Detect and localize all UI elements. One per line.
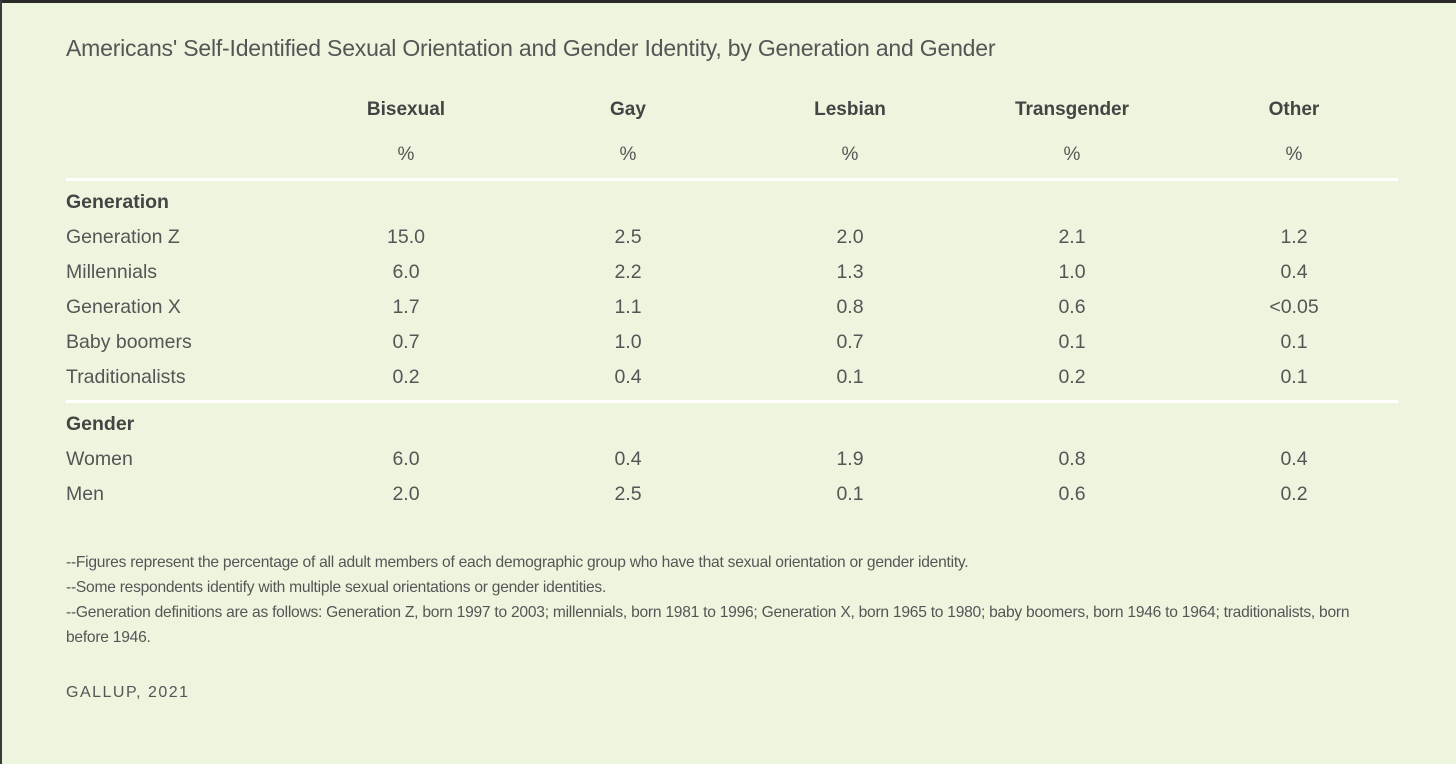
table-cell: 0.6	[1058, 296, 1086, 318]
footnote: --Figures represent the percentage of al…	[66, 554, 969, 571]
divider	[66, 400, 1398, 403]
row-label: Generation Z	[66, 226, 180, 248]
table-cell: 0.4	[1280, 448, 1308, 470]
row-label: Traditionalists	[66, 366, 186, 388]
row-label: Millennials	[66, 261, 158, 283]
row-label: Generation X	[66, 296, 181, 318]
column-unit: %	[1063, 144, 1081, 165]
column-header: Other	[1268, 99, 1320, 120]
table-cell: 0.8	[836, 296, 864, 318]
table-cell: 0.7	[392, 331, 420, 353]
table-cell: 1.1	[614, 296, 642, 318]
table-cell: 0.1	[836, 366, 864, 388]
source-credit: GALLUP, 2021	[66, 684, 190, 701]
column-unit: %	[397, 144, 415, 165]
table-cell: 1.3	[836, 261, 864, 283]
table-cell: 0.2	[1280, 483, 1308, 505]
table-cell: 0.1	[1280, 366, 1308, 388]
column-unit: %	[841, 144, 859, 165]
table-title: Americans' Self-Identified Sexual Orient…	[66, 35, 996, 61]
table-cell: 0.4	[614, 448, 642, 470]
table-cell: 2.2	[614, 261, 642, 283]
table-cell: 0.2	[392, 366, 420, 388]
row-label: Men	[66, 483, 104, 505]
table-cell: 1.7	[392, 296, 420, 318]
group-heading: Gender	[66, 413, 135, 435]
table-cell: 1.0	[614, 331, 642, 353]
group-heading: Generation	[66, 191, 169, 213]
table-cell: 2.5	[614, 226, 642, 248]
column-header: Bisexual	[366, 99, 446, 120]
table-cell: 2.1	[1058, 226, 1086, 248]
column-header: Transgender	[1014, 99, 1130, 120]
table-cell: 0.6	[1058, 483, 1086, 505]
table-cell: 15.0	[387, 226, 425, 248]
table-cell: 2.5	[614, 483, 642, 505]
footnote: --Some respondents identify with multipl…	[66, 579, 607, 596]
table-cell: 0.8	[1058, 448, 1086, 470]
table-cell: 6.0	[392, 448, 420, 470]
table-cell: 2.0	[392, 483, 420, 505]
table-cell: 0.2	[1058, 366, 1086, 388]
row-label: Women	[66, 448, 133, 470]
footnotes: --Figures represent the percentage of al…	[66, 550, 1396, 650]
table-cell: 0.1	[1058, 331, 1086, 353]
table-cell: 2.0	[836, 226, 864, 248]
table-cell: 1.2	[1280, 226, 1308, 248]
divider	[66, 178, 1398, 181]
footnote: --Generation definitions are as follows:…	[66, 604, 1350, 646]
table-cell: 0.7	[836, 331, 864, 353]
column-unit: %	[1285, 144, 1303, 165]
column-header: Lesbian	[814, 99, 886, 120]
table-cell: 0.1	[1280, 331, 1308, 353]
table-cell: 0.4	[1280, 261, 1308, 283]
table-cell: 0.4	[614, 366, 642, 388]
table-cell: 1.0	[1058, 261, 1086, 283]
column-unit: %	[619, 144, 637, 165]
table-cell: 0.1	[836, 483, 864, 505]
table-cell: <0.05	[1269, 296, 1319, 318]
table-cell: 6.0	[392, 261, 420, 283]
table-cell: 1.9	[836, 448, 864, 470]
window-left-edge	[0, 0, 2, 764]
row-label: Baby boomers	[66, 331, 192, 353]
window-top-edge	[0, 0, 1456, 3]
column-header: Gay	[610, 99, 646, 120]
